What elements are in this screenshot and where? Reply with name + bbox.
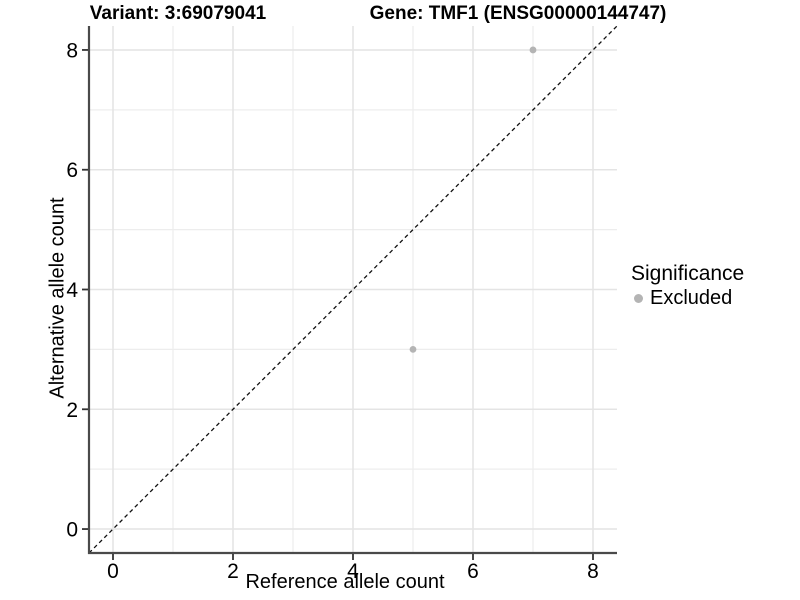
y-tick-label: 6	[66, 159, 78, 182]
legend-item-label: Excluded	[650, 287, 733, 309]
y-tick-label: 4	[66, 279, 78, 302]
y-tick-label: 8	[66, 39, 78, 62]
legend-title: Significance	[631, 262, 745, 285]
y-axis-title: Alternative allele count	[46, 197, 69, 399]
y-tick-label: 2	[66, 399, 78, 422]
x-axis-title: Reference allele count	[245, 571, 445, 593]
gene-title: Gene: TMF1 (ENSG00000144747)	[369, 3, 667, 24]
variant-title: Variant: 3:69079041	[89, 3, 267, 24]
x-tick-label: 6	[467, 560, 479, 583]
y-tick-label: 0	[66, 519, 78, 542]
x-tick-label: 8	[587, 560, 599, 583]
data-point	[409, 345, 417, 353]
data-point	[529, 46, 537, 54]
legend: Significance Excluded	[631, 262, 744, 310]
legend-point-icon	[634, 294, 643, 303]
x-tick-label: 2	[227, 560, 239, 583]
x-tick-label: 4	[347, 560, 359, 583]
identity-dashed-line	[88, 25, 618, 554]
x-tick-label: 0	[107, 560, 119, 583]
legend-item-excluded: Excluded	[631, 287, 744, 310]
